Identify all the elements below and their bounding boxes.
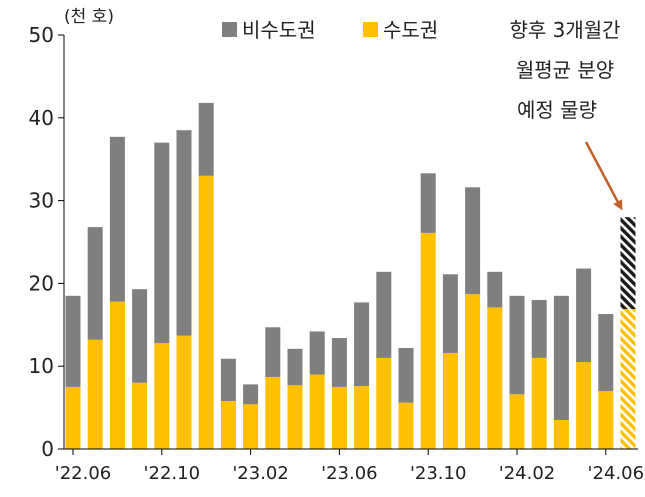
forecast-annotation: 향후 3개월간 월평균 분양 예정 물량 xyxy=(509,18,623,211)
forecast-bar-non-capital xyxy=(620,217,636,310)
x-tick-label: '24.02 xyxy=(499,463,555,484)
bar-non-capital xyxy=(553,295,569,421)
y-axis: 0 10 20 30 40 50 xyxy=(29,23,65,461)
bar-capital xyxy=(487,307,503,449)
bar-capital xyxy=(87,339,103,449)
bar-non-capital xyxy=(265,327,281,377)
legend-swatch-capital xyxy=(363,22,378,37)
forecast-bar-capital xyxy=(620,309,636,449)
bar-non-capital xyxy=(442,274,458,353)
bar-capital xyxy=(220,400,236,449)
bar-non-capital xyxy=(487,271,503,308)
x-tick-label: '22.10 xyxy=(144,463,200,484)
bar-non-capital xyxy=(198,102,214,176)
bar-capital xyxy=(154,343,170,449)
bar-non-capital xyxy=(376,271,392,358)
bar-non-capital xyxy=(598,314,614,392)
annotation-line-1: 향후 3개월간 xyxy=(509,18,620,42)
bar-non-capital xyxy=(243,384,259,405)
bar-non-capital xyxy=(465,187,481,295)
x-tick-label: '24.06 xyxy=(588,463,644,484)
bar-capital xyxy=(509,394,525,449)
bar-capital xyxy=(553,420,569,449)
bar-non-capital xyxy=(420,173,436,233)
y-tick-label: 30 xyxy=(29,189,54,213)
x-axis: '22.06 '22.10 '23.02 '23.06 '23.10 '24.02 '24.… xyxy=(55,448,644,484)
bar-capital xyxy=(398,402,414,449)
y-tick-label: 10 xyxy=(29,354,54,378)
bar-capital xyxy=(598,391,614,449)
bar-non-capital xyxy=(132,289,148,383)
bar-capital xyxy=(442,352,458,449)
x-tick-label: '23.02 xyxy=(232,463,288,484)
bar-capital xyxy=(576,362,592,449)
bar-non-capital xyxy=(87,227,103,340)
bar-non-capital xyxy=(220,358,236,401)
y-tick-label: 40 xyxy=(29,106,54,130)
bar-capital xyxy=(376,357,392,449)
bar-non-capital xyxy=(531,299,547,358)
bar-capital xyxy=(465,294,481,449)
bar-non-capital xyxy=(109,136,125,302)
y-tick-label: 50 xyxy=(29,23,54,47)
bar-capital xyxy=(132,382,148,449)
bar-capital xyxy=(109,301,125,449)
bar-capital xyxy=(176,335,192,449)
bar-non-capital xyxy=(309,331,325,375)
bars xyxy=(65,102,636,449)
bar-capital xyxy=(331,386,347,449)
legend-label-capital: 수도권 xyxy=(383,18,438,42)
x-tick-label: '23.10 xyxy=(410,463,466,484)
bar-non-capital xyxy=(331,338,347,387)
bar-non-capital xyxy=(576,268,592,363)
bar-capital xyxy=(531,357,547,449)
bar-non-capital xyxy=(354,302,370,387)
legend-label-non-capital: 비수도권 xyxy=(242,18,316,42)
annotation-arrow xyxy=(584,141,623,211)
legend-swatch-non-capital xyxy=(222,22,237,37)
y-tick-label: 0 xyxy=(41,437,54,461)
bar-capital xyxy=(243,404,259,449)
bar-capital xyxy=(354,386,370,449)
bar-capital xyxy=(65,386,81,449)
y-tick-label: 20 xyxy=(29,271,54,295)
bar-capital xyxy=(309,374,325,449)
bar-non-capital xyxy=(154,142,170,344)
annotation-line-2: 월평균 분양 xyxy=(516,58,614,82)
legend: 비수도권 수도권 xyxy=(222,18,438,42)
bar-capital xyxy=(265,376,281,449)
annotation-line-3: 예정 물량 xyxy=(517,98,597,122)
x-tick-label: '22.06 xyxy=(55,463,111,484)
bar-non-capital xyxy=(398,347,414,403)
bar-capital xyxy=(420,232,436,449)
bar-capital xyxy=(198,175,214,449)
bar-non-capital xyxy=(509,295,525,395)
bar-non-capital xyxy=(176,130,192,336)
bar-capital xyxy=(287,385,303,449)
unit-label: (천 호) xyxy=(64,7,114,27)
bar-non-capital xyxy=(65,295,81,387)
x-tick-label: '23.06 xyxy=(321,463,377,484)
bar-non-capital xyxy=(287,348,303,386)
